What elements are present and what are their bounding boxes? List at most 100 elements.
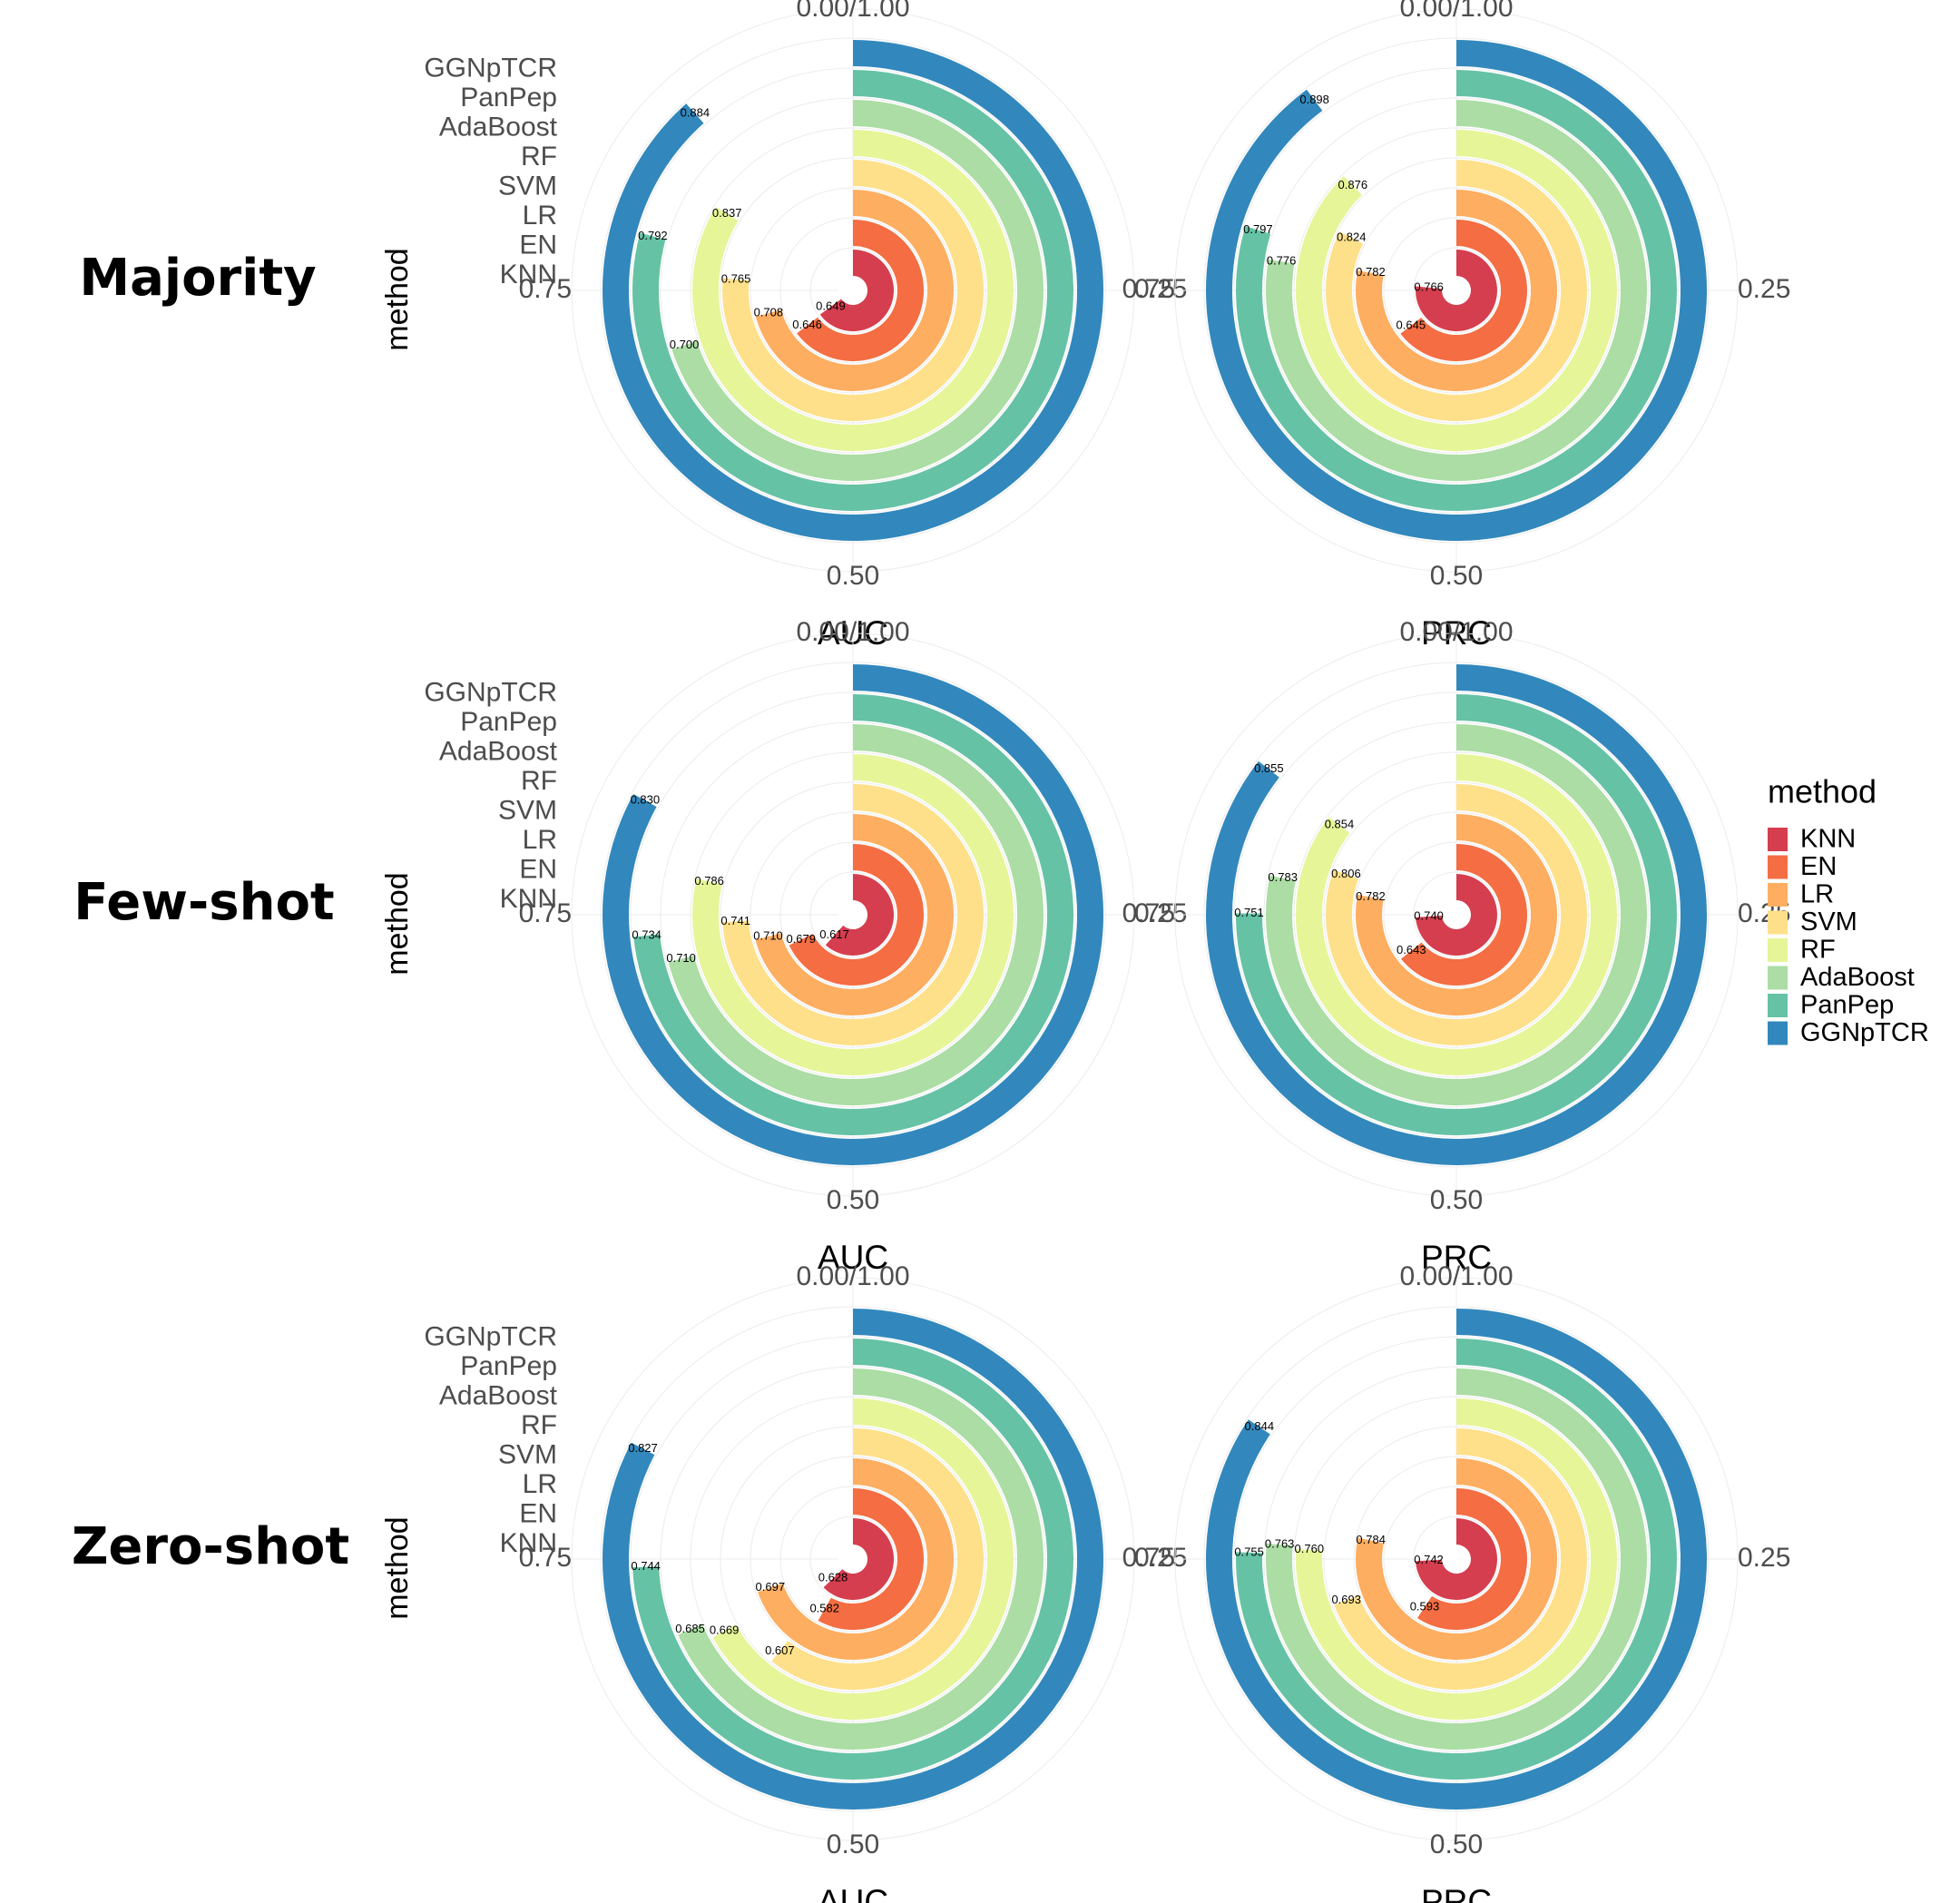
angle-tick-label: 0.75 — [1122, 1543, 1175, 1573]
value-label-zero-shot-auc-lr: 0.697 — [756, 1580, 786, 1594]
angle-tick-label: 0.50 — [1430, 1185, 1483, 1215]
value-label-few-shot-auc-lr: 0.710 — [753, 928, 783, 942]
value-label-zero-shot-prc-lr: 0.784 — [1356, 1533, 1386, 1546]
value-label-few-shot-auc-svm: 0.741 — [720, 914, 750, 927]
legend-swatch-panpep — [1768, 994, 1788, 1017]
method-tick-adaboost: AdaBoost — [439, 112, 558, 142]
value-label-few-shot-auc-ggnptcr: 0.830 — [631, 792, 661, 806]
value-label-majority-prc-panpep: 0.797 — [1243, 222, 1273, 236]
bar-few-shot-auc-en — [789, 844, 924, 986]
method-tick-rf: RF — [521, 1410, 557, 1440]
value-label-few-shot-prc-ggnptcr: 0.855 — [1254, 761, 1284, 775]
value-label-majority-prc-knn: 0.766 — [1414, 280, 1444, 293]
angle-tick-label: 0.25 — [1134, 898, 1187, 928]
bar-few-shot-prc-knn — [1416, 874, 1498, 956]
row-label-few-shot: Few-shot — [74, 873, 334, 932]
method-tick-lr: LR — [523, 201, 557, 231]
value-label-zero-shot-auc-svm: 0.607 — [765, 1643, 795, 1657]
metric-title-few-shot-auc: AUC — [818, 1239, 888, 1276]
bar-zero-shot-auc-knn — [823, 1518, 895, 1600]
angle-tick-label: 0.50 — [1430, 561, 1483, 591]
legend-entry-knn: KNN — [1800, 825, 1856, 854]
value-label-majority-auc-panpep: 0.792 — [638, 229, 668, 242]
value-label-few-shot-auc-knn: 0.617 — [819, 927, 849, 941]
angle-tick-label: 0.00/1.00 — [1399, 1261, 1513, 1291]
method-tick-en: EN — [519, 1498, 557, 1528]
legend-title: method — [1768, 773, 1877, 810]
legend-swatch-ggnptcr — [1768, 1021, 1788, 1045]
value-label-few-shot-auc-adaboost: 0.710 — [666, 951, 696, 965]
value-label-zero-shot-auc-en: 0.582 — [809, 1602, 839, 1615]
legend-swatch-lr — [1768, 883, 1788, 907]
method-tick-rf: RF — [521, 766, 557, 796]
method-tick-panpep: PanPep — [460, 707, 557, 737]
method-tick-en: EN — [519, 854, 557, 884]
value-label-zero-shot-auc-ggnptcr: 0.827 — [628, 1441, 658, 1455]
metric-title-zero-shot-prc: PRC — [1421, 1883, 1492, 1903]
method-tick-ggnptcr: GGNpTCR — [424, 677, 557, 707]
method-tick-panpep: PanPep — [460, 1351, 557, 1381]
value-label-few-shot-prc-panpep: 0.751 — [1234, 906, 1264, 919]
legend-swatch-knn — [1768, 828, 1788, 851]
row-label-majority: Majority — [79, 249, 316, 308]
angle-tick-label: 0.00/1.00 — [796, 0, 909, 23]
value-label-majority-auc-lr: 0.708 — [754, 306, 784, 319]
value-label-majority-auc-en: 0.646 — [792, 318, 822, 331]
bar-zero-shot-prc-knn — [1416, 1517, 1498, 1600]
value-label-zero-shot-auc-panpep: 0.744 — [631, 1559, 661, 1573]
value-label-majority-prc-en: 0.645 — [1396, 318, 1426, 331]
legend-swatch-adaboost — [1768, 966, 1788, 990]
angle-tick-label: 0.25 — [1134, 274, 1187, 304]
angle-tick-label: 0.75 — [519, 1543, 572, 1573]
value-label-zero-shot-prc-ggnptcr: 0.844 — [1245, 1419, 1275, 1433]
value-label-majority-prc-svm: 0.824 — [1337, 230, 1367, 243]
method-tick-ggnptcr: GGNpTCR — [424, 1321, 557, 1351]
method-axis-title: method — [380, 872, 415, 975]
method-tick-panpep: PanPep — [460, 83, 557, 113]
value-label-zero-shot-prc-en: 0.593 — [1410, 1599, 1440, 1613]
legend-entry-svm: SVM — [1800, 907, 1857, 937]
value-label-zero-shot-auc-knn: 0.628 — [818, 1571, 848, 1584]
value-label-few-shot-prc-knn: 0.740 — [1414, 908, 1444, 922]
value-label-few-shot-prc-adaboost: 0.783 — [1268, 870, 1298, 884]
angle-tick-label: 0.75 — [1122, 898, 1175, 928]
method-tick-adaboost: AdaBoost — [439, 736, 558, 766]
angle-tick-label: 0.75 — [1122, 274, 1175, 304]
method-tick-knn: KNN — [500, 260, 557, 289]
value-label-zero-shot-prc-svm: 0.693 — [1331, 1593, 1361, 1606]
method-tick-lr: LR — [523, 825, 557, 855]
angle-tick-label: 0.50 — [1430, 1829, 1483, 1859]
value-label-zero-shot-auc-rf: 0.669 — [710, 1623, 740, 1637]
value-label-majority-prc-ggnptcr: 0.898 — [1299, 93, 1329, 106]
method-tick-lr: LR — [523, 1469, 557, 1499]
value-label-majority-prc-rf: 0.876 — [1338, 178, 1368, 191]
metric-title-few-shot-prc: PRC — [1421, 1239, 1492, 1276]
value-label-few-shot-auc-panpep: 0.734 — [632, 927, 662, 941]
bar-few-shot-auc-knn — [825, 874, 894, 956]
method-tick-en: EN — [519, 230, 557, 260]
value-label-few-shot-auc-rf: 0.786 — [694, 874, 724, 888]
value-label-zero-shot-prc-panpep: 0.755 — [1234, 1545, 1264, 1558]
value-label-few-shot-prc-en: 0.643 — [1396, 943, 1426, 956]
bar-zero-shot-auc-svm — [771, 1427, 985, 1690]
bar-zero-shot-auc-en — [818, 1488, 925, 1630]
bar-few-shot-prc-en — [1400, 844, 1527, 986]
bar-majority-prc-knn — [1416, 250, 1498, 331]
angle-tick-label: 0.50 — [827, 561, 879, 591]
method-axis-title: method — [380, 1516, 415, 1619]
legend-entry-adaboost: AdaBoost — [1800, 963, 1915, 992]
value-label-majority-auc-adaboost: 0.700 — [670, 338, 700, 351]
method-tick-svm: SVM — [498, 171, 557, 201]
angle-tick-label: 0.00/1.00 — [796, 617, 909, 647]
value-label-few-shot-prc-lr: 0.782 — [1356, 889, 1386, 903]
value-label-majority-prc-lr: 0.782 — [1356, 265, 1386, 279]
value-label-few-shot-auc-en: 0.679 — [786, 932, 816, 946]
angle-tick-label: 0.50 — [827, 1185, 879, 1215]
method-tick-svm: SVM — [498, 1439, 557, 1469]
angle-tick-label: 0.00/1.00 — [1399, 617, 1513, 647]
angle-tick-label: 0.50 — [827, 1829, 879, 1859]
legend-entry-rf: RF — [1800, 936, 1836, 965]
legend-swatch-svm — [1768, 910, 1788, 935]
value-label-majority-auc-svm: 0.765 — [721, 271, 751, 285]
metric-title-zero-shot-auc: AUC — [818, 1883, 888, 1903]
